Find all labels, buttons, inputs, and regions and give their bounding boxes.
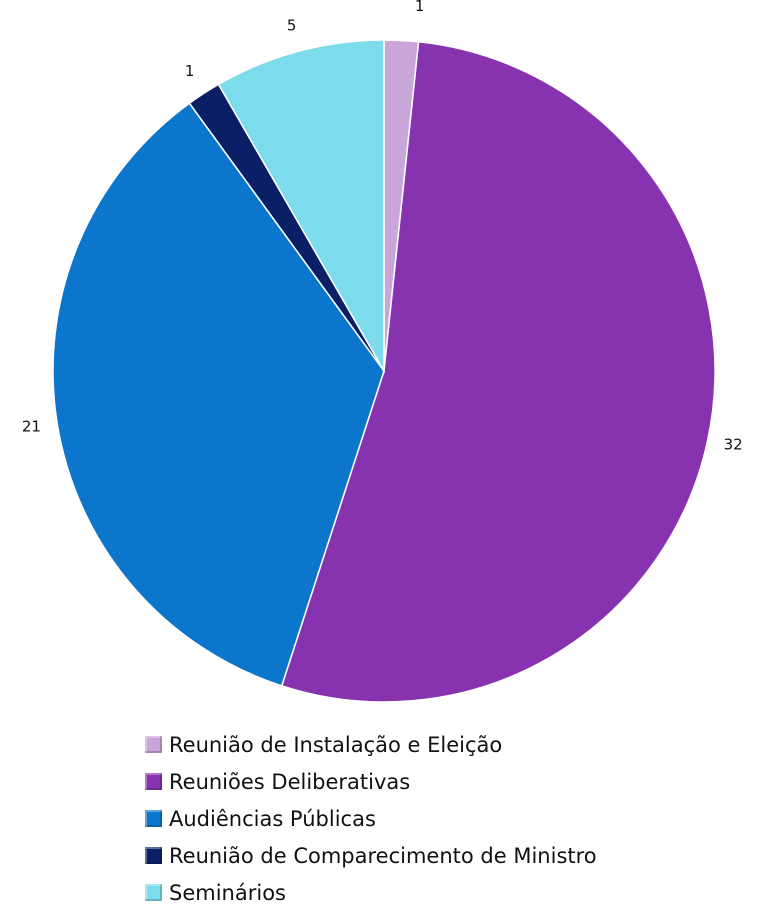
legend-item: Audiências Públicas (145, 800, 745, 837)
pie-slice (52, 102, 385, 687)
pie-data-label: 5 (287, 17, 297, 35)
legend-label: Seminários (169, 880, 286, 905)
pie-data-label: 32 (724, 436, 743, 454)
pie-slice (280, 40, 716, 703)
legend-swatch (145, 810, 162, 827)
pie-slice (217, 39, 385, 374)
legend-swatch (145, 884, 162, 901)
pie-slices (52, 39, 716, 703)
pie-data-label: 21 (22, 417, 41, 435)
chart-legend: Reunião de Instalação e Eleição Reuniões … (145, 726, 745, 911)
legend-swatch (145, 773, 162, 790)
legend-label: Audiências Públicas (169, 806, 376, 831)
legend-item: Seminários (145, 874, 745, 911)
legend-label: Reuniões Deliberativas (169, 769, 411, 794)
legend-swatch (145, 847, 162, 864)
legend-item: Reunião de Instalação e Eleição (145, 726, 745, 763)
legend-label: Reunião de Instalação e Eleição (169, 732, 503, 757)
legend-label: Reunião de Comparecimento de Ministro (169, 843, 597, 868)
pie-data-label: 1 (415, 0, 425, 15)
pie-data-label: 1 (185, 62, 195, 80)
legend-swatch (145, 736, 162, 753)
legend-item: Reuniões Deliberativas (145, 763, 745, 800)
legend-item: Reunião de Comparecimento de Ministro (145, 837, 745, 874)
pie-data-labels: 1 32 21 1 5 (22, 0, 743, 454)
